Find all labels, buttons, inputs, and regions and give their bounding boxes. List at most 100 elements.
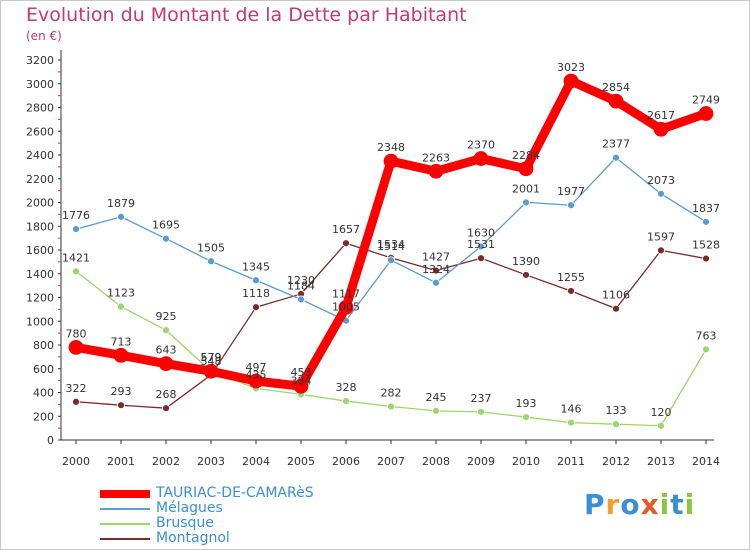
legend-swatch <box>100 508 150 510</box>
data-label: 384 <box>291 374 312 387</box>
data-label: 1776 <box>62 209 90 222</box>
data-point <box>113 347 129 363</box>
y-tick-label: 2000 <box>26 197 54 210</box>
y-tick-label: 3200 <box>26 54 54 67</box>
y-tick-label: 800 <box>33 339 54 352</box>
data-label: 435 <box>246 368 267 381</box>
data-point <box>162 234 170 243</box>
series-line <box>75 242 707 409</box>
data-label: 1657 <box>332 223 360 236</box>
data-label: 268 <box>156 388 177 401</box>
data-point <box>68 339 84 355</box>
x-tick-label: 2009 <box>467 455 495 468</box>
data-label: 1005 <box>332 301 360 314</box>
data-label: 1421 <box>62 251 90 264</box>
data-label: 1427 <box>422 251 450 264</box>
data-label: 2749 <box>692 94 720 107</box>
data-point <box>522 413 530 421</box>
data-point <box>702 217 710 226</box>
data-label: 579 <box>201 351 222 364</box>
x-tick-label: 2000 <box>62 455 90 468</box>
data-label: 2001 <box>512 182 540 195</box>
data-point <box>428 163 444 179</box>
x-tick-label: 2005 <box>287 455 315 468</box>
data-label: 3023 <box>557 61 585 74</box>
data-point <box>342 239 350 248</box>
data-point <box>432 266 440 275</box>
x-tick-label: 2001 <box>107 455 135 468</box>
x-tick-label: 2008 <box>422 455 450 468</box>
data-point <box>117 401 125 410</box>
x-tick-label: 2006 <box>332 455 360 468</box>
data-point <box>252 303 260 312</box>
x-tick-label: 2003 <box>197 455 225 468</box>
logo-letter: P <box>584 488 606 521</box>
data-point <box>657 246 665 255</box>
y-tick-label: 1800 <box>26 220 54 233</box>
legend-label: Montagnol <box>156 530 230 546</box>
logo-letter: i <box>684 488 696 521</box>
legend-label: Mélagues <box>156 500 223 516</box>
data-label: 245 <box>426 391 447 404</box>
data-point <box>477 407 485 416</box>
data-label: 146 <box>561 403 582 416</box>
data-label: 548 <box>201 355 222 368</box>
data-point <box>477 254 485 263</box>
data-point <box>473 151 489 166</box>
data-point <box>432 278 440 287</box>
logo-letter: o <box>620 488 641 521</box>
y-tick-label: 1200 <box>26 292 54 305</box>
data-point <box>162 404 170 413</box>
data-point <box>612 420 620 429</box>
data-label: 1597 <box>647 230 675 243</box>
y-tick-label: 400 <box>33 387 54 400</box>
data-point <box>653 121 669 137</box>
data-point <box>117 302 125 311</box>
data-label: 1837 <box>692 202 720 215</box>
data-point <box>657 189 665 198</box>
data-point <box>518 161 534 177</box>
legend-label: TAURIAC-DE-CAMARèS <box>156 485 314 501</box>
x-tick-label: 2004 <box>242 455 270 468</box>
data-point <box>338 299 354 315</box>
data-label: 1184 <box>287 279 315 292</box>
data-label: 1514 <box>377 240 405 253</box>
data-point <box>522 271 530 279</box>
data-point <box>387 256 395 265</box>
data-label: 282 <box>381 387 402 400</box>
y-tick-label: 0 <box>47 434 54 447</box>
data-point <box>207 257 215 266</box>
data-point <box>612 153 620 162</box>
data-label: 193 <box>516 397 537 410</box>
data-point <box>72 397 80 406</box>
data-label: 1534 <box>377 238 405 251</box>
data-point <box>117 212 125 221</box>
y-tick-label: 2600 <box>26 125 54 138</box>
x-tick-label: 2013 <box>647 455 675 468</box>
x-tick-label: 2002 <box>152 455 180 468</box>
x-tick-label: 2010 <box>512 455 540 468</box>
data-label: 2348 <box>377 141 405 154</box>
data-label: 1879 <box>107 197 135 210</box>
data-point <box>702 254 710 263</box>
series-line <box>75 76 708 391</box>
y-tick-label: 3000 <box>26 78 54 91</box>
legend-swatch <box>100 538 150 540</box>
logo-letter: x <box>640 488 660 521</box>
y-tick-label: 2200 <box>26 173 54 186</box>
data-point <box>608 93 624 109</box>
data-point <box>567 418 575 427</box>
data-label: 237 <box>471 392 492 405</box>
data-label: 2284 <box>512 149 540 162</box>
data-point <box>432 407 440 415</box>
logo-letter: t <box>670 488 685 521</box>
x-tick-label: 2014 <box>692 455 720 468</box>
data-point <box>567 287 575 295</box>
data-point <box>252 276 260 285</box>
data-label: 120 <box>651 406 672 419</box>
logo-letter: i <box>659 488 671 521</box>
data-label: 2263 <box>422 151 450 164</box>
data-point <box>162 326 170 335</box>
data-label: 2854 <box>602 81 630 94</box>
